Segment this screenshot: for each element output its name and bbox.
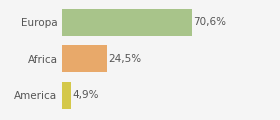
Text: 24,5%: 24,5% xyxy=(108,54,141,64)
Text: 4,9%: 4,9% xyxy=(72,90,99,100)
Text: 70,6%: 70,6% xyxy=(193,17,227,27)
Bar xyxy=(62,45,107,72)
Bar xyxy=(62,82,71,109)
Bar xyxy=(62,9,192,36)
